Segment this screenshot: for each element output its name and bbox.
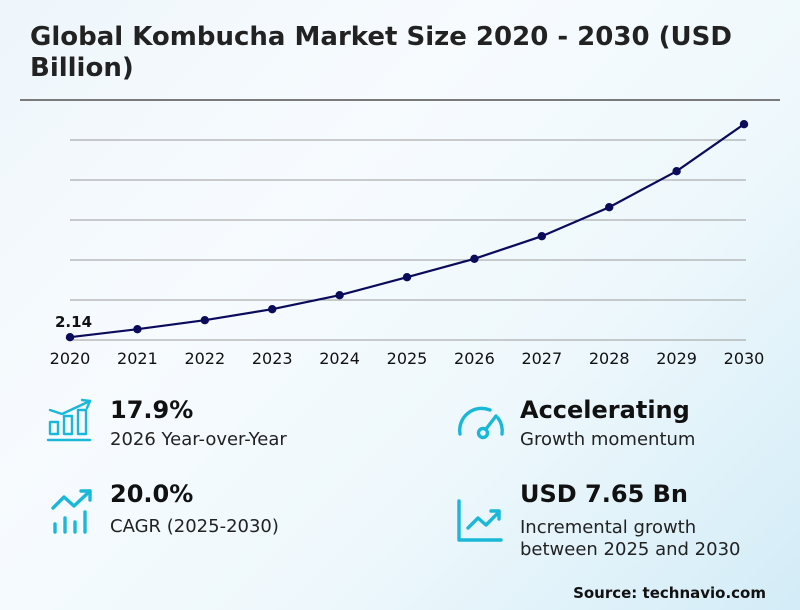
x-axis-labels: 2020 2021 2022 2023 2024 2025 2026 2027 2028 2029…	[50, 349, 765, 368]
stat-value: 20.0%	[110, 480, 194, 508]
data-point	[402, 273, 412, 282]
trend-up-bars-icon	[51, 489, 92, 534]
stat-description-line2: between 2025 and 2030	[520, 539, 741, 560]
stat-description: CAGR (2025-2030)	[110, 516, 279, 537]
x-axis-label: 2024	[319, 349, 360, 368]
x-axis-label: 2030	[724, 349, 765, 368]
data-point	[268, 305, 277, 314]
title-divider	[20, 99, 780, 101]
x-axis-label: 2022	[184, 349, 225, 368]
first-value-label: 2.14	[55, 313, 92, 331]
stat-description-line1: Incremental growth	[520, 517, 697, 538]
data-point	[605, 203, 614, 212]
data-point	[672, 167, 681, 176]
data-point	[739, 120, 749, 129]
speedometer-icon	[458, 406, 504, 440]
data-point	[200, 316, 209, 325]
stat-value: Accelerating	[520, 396, 690, 424]
data-point	[335, 291, 344, 300]
stat-value: 17.9%	[110, 396, 194, 424]
x-axis-label: 2026	[454, 349, 495, 368]
chart-title: Global Kombucha Market Size 2020 - 2030 …	[30, 22, 732, 83]
data-points	[65, 120, 749, 342]
bar-growth-icon	[46, 398, 92, 442]
data-point	[537, 232, 546, 241]
stat-description: Growth momentum	[520, 429, 696, 450]
data-point	[65, 333, 75, 342]
line-chart-up-icon	[457, 499, 503, 542]
x-axis-label: 2020	[50, 349, 91, 368]
x-axis-label: 2023	[252, 349, 293, 368]
chart-gridlines	[70, 139, 746, 341]
data-point	[470, 254, 479, 263]
x-axis-label: 2025	[387, 349, 428, 368]
market-size-line	[69, 123, 745, 339]
source-credit: Source: technavio.com	[573, 584, 766, 602]
x-axis-label: 2021	[117, 349, 158, 368]
stat-description: 2026 Year-over-Year	[110, 429, 287, 450]
line-chart: 2020 2021 2022 2023 2024 2025 2026 2027 2028 2029…	[50, 120, 765, 368]
x-axis-label: 2029	[656, 349, 697, 368]
x-axis-label: 2027	[521, 349, 562, 368]
data-point	[133, 325, 142, 334]
x-axis-label: 2028	[589, 349, 630, 368]
stat-value: USD 7.65 Bn	[520, 480, 688, 508]
